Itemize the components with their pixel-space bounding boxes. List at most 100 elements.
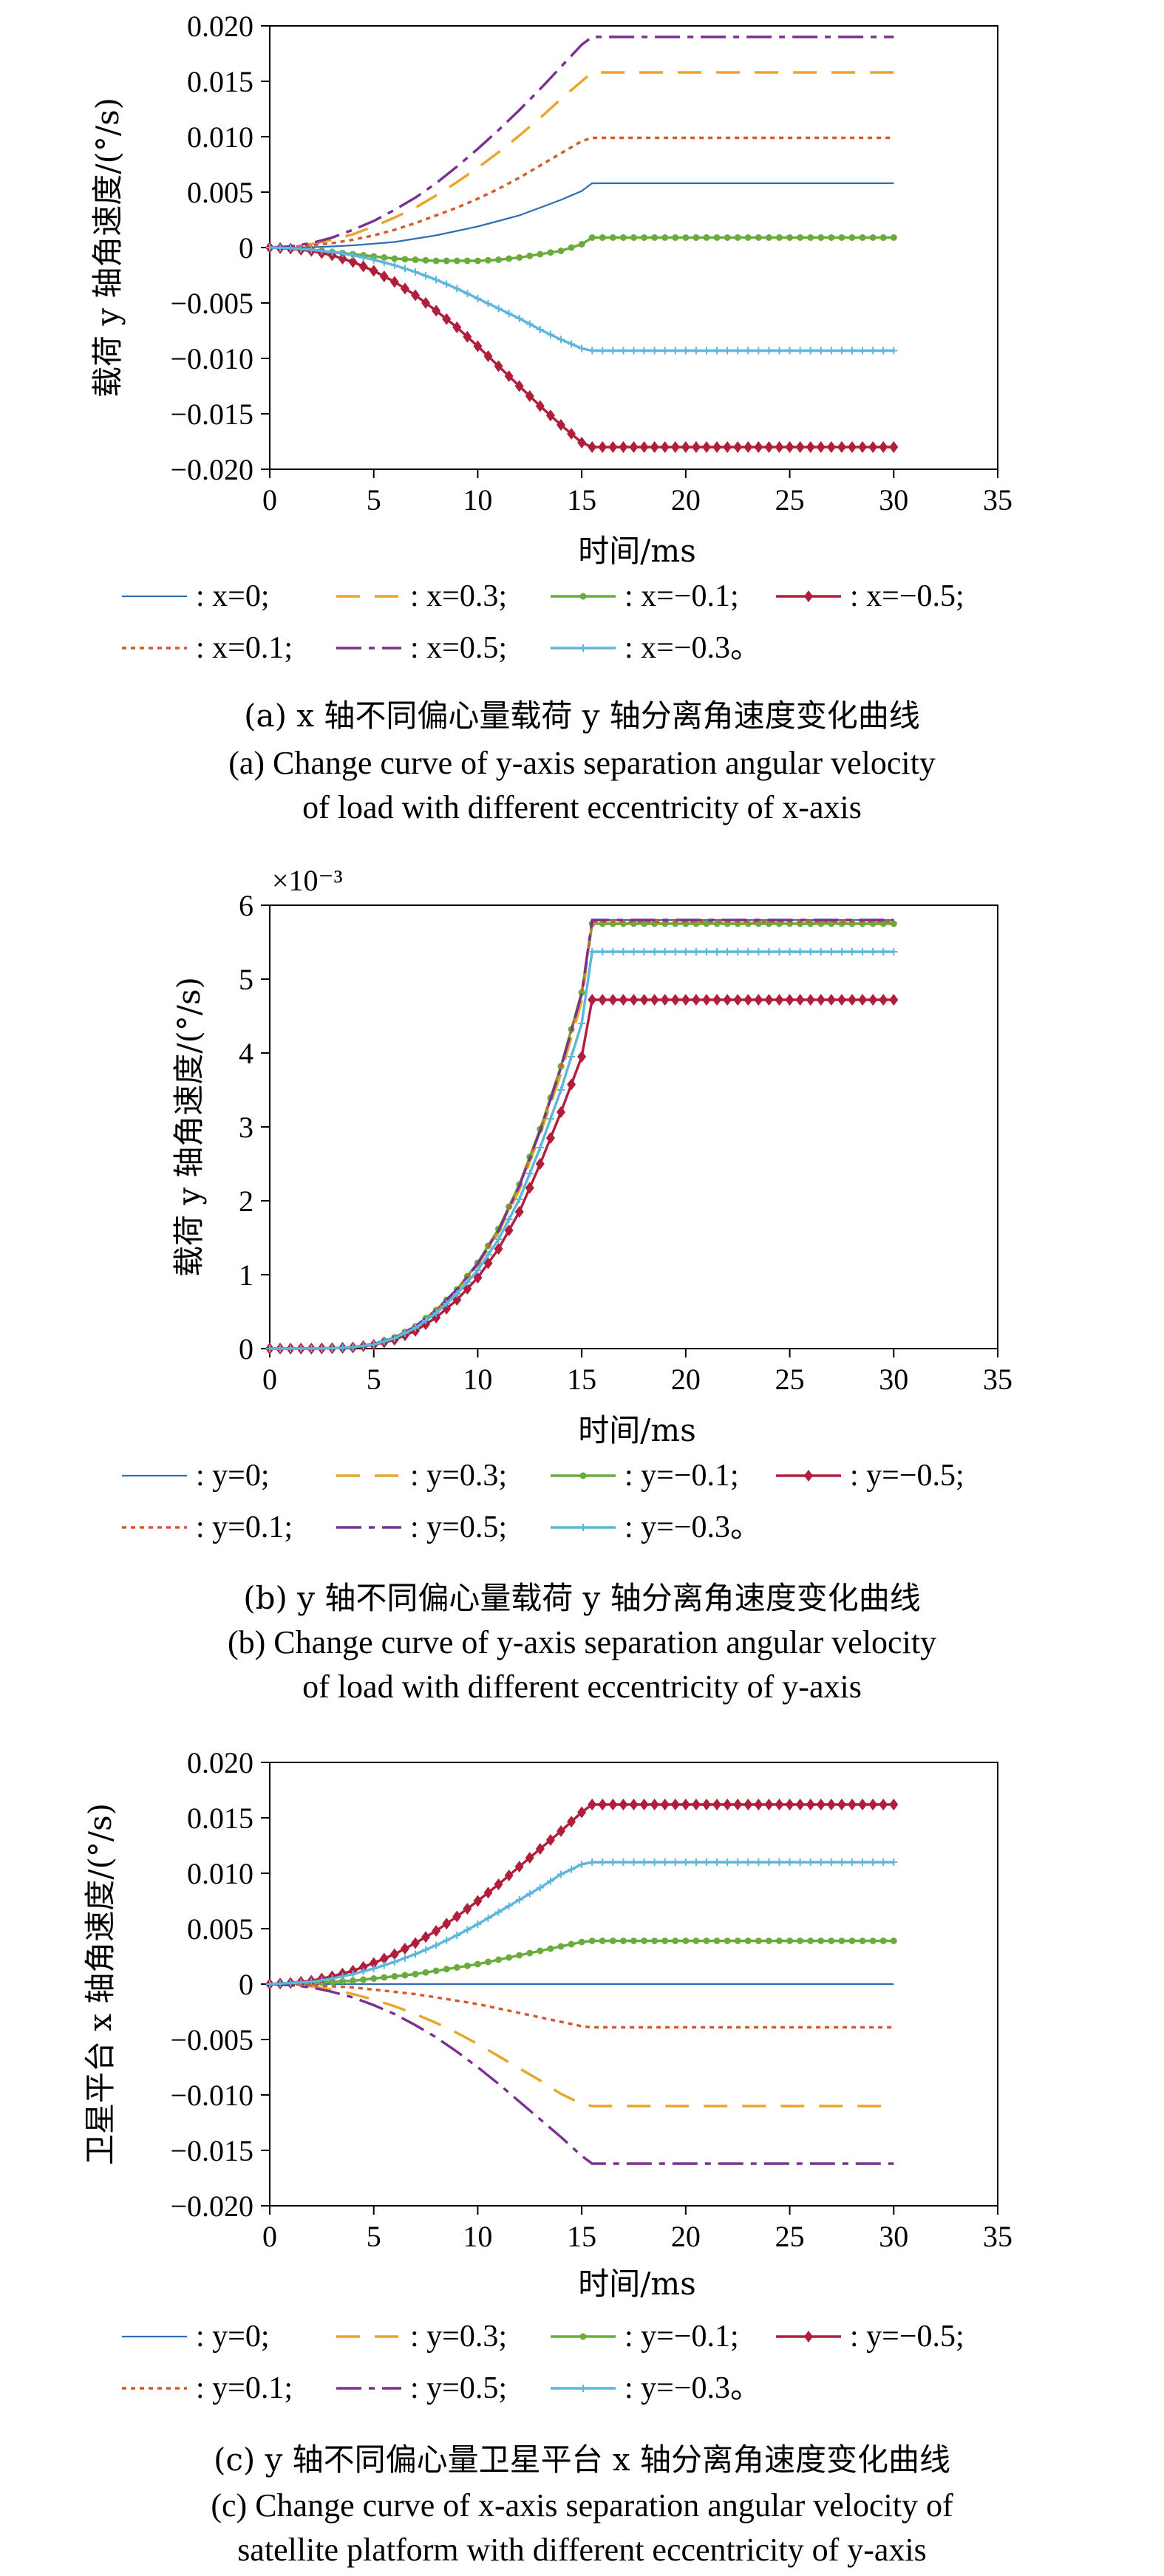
data-point [557, 335, 565, 344]
legend-entry: : y=−0.5; [776, 1459, 964, 1493]
data-point [568, 1053, 576, 1060]
data-point [640, 948, 648, 955]
data-point [514, 380, 524, 392]
data-point [765, 1938, 772, 1944]
data-point [712, 1799, 722, 1810]
legend-entry: : x=−0.1; [551, 579, 739, 613]
data-point [474, 257, 481, 265]
legend-marker [804, 1470, 813, 1482]
y-tick-label: −0.010 [170, 342, 253, 375]
x-tick-label: 15 [567, 2220, 596, 2253]
data-point [723, 441, 732, 453]
data-point [545, 1132, 555, 1144]
y-tick-label: 0.020 [187, 10, 253, 43]
data-point [848, 234, 856, 241]
data-point [879, 994, 888, 1006]
data-point [473, 1272, 483, 1284]
data-point [494, 1236, 503, 1243]
series-line [269, 1983, 894, 2029]
data-point [536, 1144, 544, 1151]
y-tick-label: −0.005 [170, 2023, 253, 2057]
data-point [599, 1858, 607, 1866]
data-point [889, 1799, 899, 1810]
data-point [463, 290, 472, 298]
data-point [577, 1806, 587, 1819]
data-point [650, 1858, 658, 1866]
legend-marker [579, 593, 587, 600]
data-point [535, 1158, 545, 1170]
data-point [890, 234, 897, 241]
data-point [370, 1340, 378, 1349]
data-point [432, 276, 440, 284]
data-point [630, 234, 637, 241]
data-point [401, 265, 409, 273]
x-tick-label: 35 [983, 483, 1012, 517]
legend-marker [804, 590, 813, 602]
data-point [578, 1938, 585, 1946]
data-point [848, 1938, 856, 1944]
data-point [349, 251, 357, 259]
legend-entry: : y=0.3; [336, 1459, 507, 1493]
data-point [744, 948, 752, 955]
data-point [734, 234, 741, 241]
data-point [389, 1948, 399, 1960]
data-point [568, 340, 576, 348]
data-point [629, 1799, 639, 1810]
data-point [879, 920, 887, 927]
x-tick-label: 30 [879, 483, 908, 517]
data-point [713, 1938, 721, 1944]
data-point [525, 320, 534, 328]
data-point [712, 441, 722, 453]
data-point [463, 1962, 471, 1969]
chart-panel-b: 0 5 10 15 20 25 30 35 0 1 2 3 4 5 6 ×10⁻³ 时间/ms 载荷 y 轴角速度… [122, 864, 1012, 1544]
data-point [806, 441, 815, 453]
data-point [276, 1980, 285, 1988]
data-point [443, 1300, 451, 1307]
data-point [765, 234, 772, 241]
data-point [276, 244, 285, 252]
data-point [765, 1858, 773, 1866]
data-point [641, 1938, 648, 1944]
data-point [608, 441, 618, 453]
data-point [692, 948, 700, 955]
data-point [755, 234, 762, 241]
data-point [869, 234, 877, 241]
data-point [474, 1267, 482, 1274]
data-point [422, 256, 429, 264]
legend-marker [579, 1472, 587, 1479]
series-line [270, 182, 894, 249]
series-4 [269, 136, 894, 249]
series-1 [269, 71, 894, 249]
data-point [796, 1858, 804, 1866]
data-point [703, 920, 710, 927]
data-point [755, 1938, 762, 1944]
data-point [650, 347, 658, 355]
data-point [785, 441, 794, 453]
data-point [641, 920, 648, 927]
data-point [381, 1974, 388, 1981]
data-point [452, 321, 462, 333]
data-point [443, 257, 450, 265]
data-point [775, 1799, 784, 1810]
data-point [619, 1858, 627, 1866]
y-tick-label: 0.010 [187, 120, 253, 154]
data-point [369, 265, 378, 277]
legend-label: : y=0.1; [196, 2371, 293, 2405]
data-point [535, 400, 545, 412]
data-point [578, 241, 585, 248]
y-tick-label: −0.010 [170, 2079, 253, 2112]
data-point [516, 254, 523, 261]
series-5 [269, 1983, 894, 2165]
data-point [608, 994, 618, 1006]
data-point [775, 994, 784, 1006]
data-point [452, 1910, 462, 1923]
data-point [453, 1290, 461, 1298]
data-point [765, 948, 773, 955]
data-point [806, 347, 814, 355]
data-point [381, 254, 388, 261]
y-tick-label: 3 [239, 1111, 253, 1144]
data-point [764, 994, 774, 1006]
legend-marker [579, 644, 587, 652]
legend-entry: : x=−0.5; [776, 579, 964, 613]
data-point [484, 1914, 492, 1922]
